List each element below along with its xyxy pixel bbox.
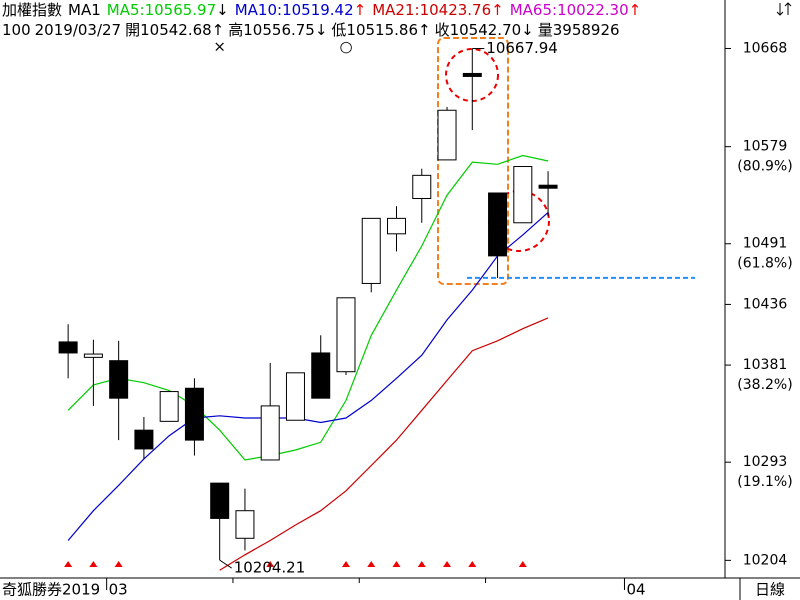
signal-marker	[89, 561, 98, 567]
y-tick-label: 10668	[743, 40, 788, 56]
period-label: 日線	[755, 581, 785, 599]
candle-body	[134, 429, 154, 450]
candle-body	[235, 510, 255, 539]
fib-label: (61.8%)	[737, 256, 792, 272]
y-tick-label: 10579	[743, 139, 788, 155]
candle-body	[462, 72, 482, 77]
annotation: 10667.94	[486, 39, 558, 57]
info-item: 低10515.86↑	[331, 21, 430, 39]
info-item: 2019/03/27	[35, 21, 121, 39]
candle-body	[437, 109, 457, 161]
signal-marker	[443, 561, 452, 567]
candle-body	[260, 405, 280, 461]
candle-body	[412, 174, 432, 200]
candle-body	[387, 217, 407, 235]
info-line: 100 2019/03/27 開10542.68↑ 高10556.75↓ 低10515.…	[2, 21, 620, 39]
fib-label: (80.9%)	[737, 159, 792, 175]
annotation: 10204.21	[234, 559, 306, 577]
info-item: 量3958926	[538, 21, 620, 39]
y-tick-label: 10381	[743, 357, 788, 373]
fib-label: (19.1%)	[737, 474, 792, 490]
top-mark: ○	[339, 38, 352, 56]
ma-line	[219, 317, 549, 571]
candle-body	[285, 372, 305, 421]
y-tick-label: 10204	[743, 552, 788, 568]
ma-line	[67, 211, 549, 541]
info-item: 開10542.68↑	[125, 21, 224, 39]
signal-marker	[114, 561, 123, 567]
fib-label: (38.2%)	[737, 377, 792, 393]
legend-arrow: ↑	[491, 1, 504, 19]
legend-entry: MA21:10423.76	[372, 1, 491, 19]
signal-marker	[518, 561, 527, 567]
ma-lines	[67, 154, 549, 571]
legend-entry: MA10:10519.42	[235, 1, 354, 19]
ma-line	[67, 154, 549, 461]
info-item: 收10542.70↓	[435, 21, 534, 39]
signal-marker	[266, 561, 275, 567]
candle-body	[513, 166, 533, 224]
info-item: 100	[2, 21, 31, 39]
month-label: 03	[109, 581, 128, 599]
candle-body	[83, 353, 103, 358]
candle-body	[336, 297, 356, 373]
candle-body	[538, 184, 558, 189]
toggle-icon[interactable]	[776, 2, 792, 16]
legend-arrow: ↑	[629, 1, 642, 19]
y-tick-label: 10491	[743, 236, 788, 252]
candle-body	[58, 341, 78, 354]
annotation-leader	[219, 559, 232, 569]
candle-body	[311, 352, 331, 399]
signal-marker	[392, 561, 401, 567]
legend-arrow: ↓	[216, 1, 229, 19]
legend-entry: MA5:10565.97	[107, 1, 216, 19]
toggle-arrows	[776, 2, 792, 16]
brand: 奇狐勝券2019	[2, 581, 100, 599]
candle-body	[361, 217, 381, 284]
signal-marker	[417, 561, 426, 567]
signal-marker	[468, 561, 477, 567]
candle-body	[210, 482, 230, 519]
candle-body	[159, 391, 179, 422]
candle-body	[184, 387, 204, 441]
legend-arrow: ↑	[354, 1, 367, 19]
candle-body	[488, 192, 508, 257]
header-line: 加權指數 MA1 MA5:10565.97↓ MA10:10519.42↑ MA21:1…	[2, 1, 641, 19]
signal-marker	[341, 561, 350, 567]
y-tick-label: 10293	[743, 454, 788, 470]
legend-entry: MA65:10022.30	[510, 1, 629, 19]
signal-marker	[64, 561, 73, 567]
mode: MA1	[68, 1, 101, 19]
top-mark: ×	[213, 38, 226, 56]
month-label: 04	[626, 581, 645, 599]
index-name: 加權指數	[2, 1, 62, 19]
signal-marker	[367, 561, 376, 567]
info-item: 高10556.75↓	[228, 21, 327, 39]
y-tick-label: 10436	[743, 296, 788, 312]
candle-body	[109, 360, 129, 399]
